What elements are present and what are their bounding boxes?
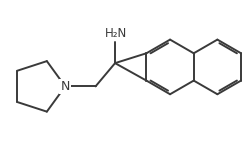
- Text: H₂N: H₂N: [105, 27, 127, 40]
- Text: N: N: [61, 80, 70, 93]
